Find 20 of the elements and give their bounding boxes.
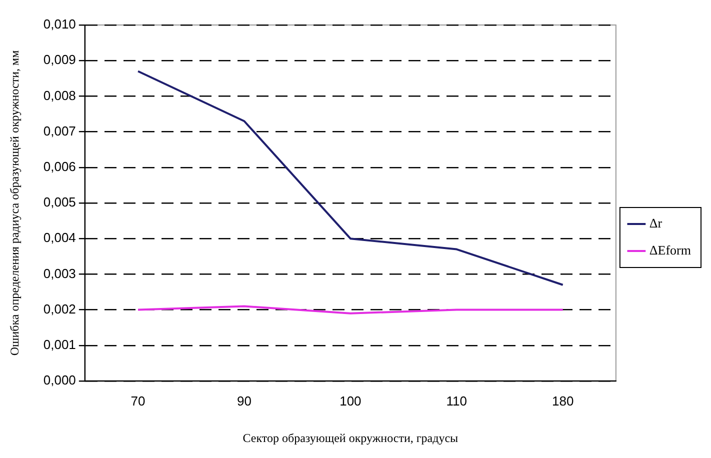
y-tick-label: 0,009 bbox=[43, 52, 76, 68]
y-tick-label: 0,002 bbox=[43, 301, 76, 316]
y-tick-label: 0,003 bbox=[43, 266, 76, 281]
y-tick-label: 0,010 bbox=[43, 16, 76, 32]
y-tick-label: 0,005 bbox=[43, 194, 76, 210]
y-tick-label: 0,008 bbox=[43, 88, 76, 103]
y-tick-label: 0,007 bbox=[43, 123, 76, 138]
x-tick-label: 70 bbox=[130, 393, 146, 408]
y-tick-label: 0,000 bbox=[43, 372, 76, 388]
y-tick-label: 0,001 bbox=[43, 336, 76, 352]
legend-label: ΔEform bbox=[649, 242, 692, 258]
y-tick-label: 0,004 bbox=[43, 230, 76, 246]
x-axis-title: Сектор образующей окружности, градусы bbox=[242, 430, 458, 445]
x-tick-label: 90 bbox=[236, 393, 252, 408]
legend-label: Δr bbox=[649, 215, 663, 230]
x-tick-label: 100 bbox=[340, 393, 362, 408]
x-tick-label: 110 bbox=[446, 393, 467, 408]
y-tick-label: 0,006 bbox=[43, 158, 76, 174]
x-tick-label: 180 bbox=[552, 393, 574, 408]
y-axis-title: Ошибка определения радиуса образующей окружности, мм bbox=[7, 50, 22, 356]
